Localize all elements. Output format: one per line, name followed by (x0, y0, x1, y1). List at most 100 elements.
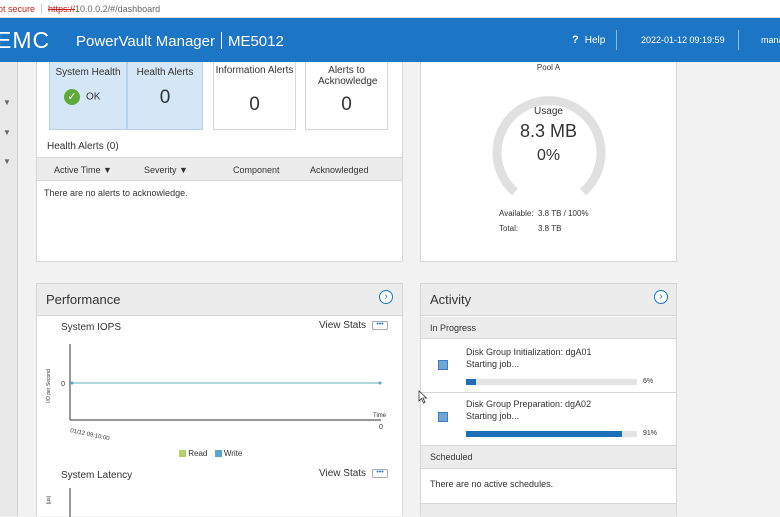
help-link[interactable]: ? Help (572, 34, 605, 46)
user-menu[interactable]: mana (761, 35, 780, 45)
column-label: Severity (144, 165, 177, 175)
health-alerts-tile[interactable]: Health Alerts 0 (127, 62, 203, 130)
pool-name: Pool A (536, 63, 561, 72)
security-warning[interactable]: ot secure (0, 3, 36, 14)
app-header: EMC PowerVault Manager ME5012 ? Help 2022-… (0, 18, 780, 62)
url-path: 10.0.0.2/#/dashboard (75, 3, 161, 14)
legend-read: Read (188, 449, 208, 458)
mouse-cursor-icon (418, 390, 428, 404)
column-severity[interactable]: Severity ▼ (144, 165, 188, 175)
health-status: ✓ OK (64, 89, 100, 105)
tile-label: Alerts to Acknowledge (318, 65, 378, 87)
usage-gauge (492, 96, 606, 196)
column-component[interactable]: Component (233, 165, 280, 175)
capacity-panel: Pool A Usage 8.3 MB 0% Available: 3.8 TB… (420, 62, 677, 262)
no-schedules-message: There are no active schedules. (430, 479, 554, 489)
job-name: Disk Group Preparation: dgA02 (466, 399, 592, 409)
alerts-table-header: Active Time ▼ Severity ▼ Component Ackno… (37, 157, 402, 181)
total-value: 3.8 TB (538, 224, 562, 233)
x-tick-end: 0 (379, 424, 383, 431)
latency-y-axis-label: (µs) (46, 495, 52, 504)
activity-header (421, 284, 676, 316)
alerts-to-acknowledge-tile[interactable]: Alerts to Acknowledge 0 (305, 62, 388, 130)
job-name: Disk Group Initialization: dgA01 (466, 347, 592, 357)
header-divider (738, 30, 739, 50)
url-scheme: https:// (48, 3, 76, 14)
chevron-down-icon[interactable]: ▼ (3, 128, 11, 137)
help-icon: ? (572, 34, 579, 46)
legend-write: Write (223, 449, 243, 458)
system-model: ME5012 (227, 33, 284, 50)
brand-logo: EMC (0, 27, 51, 53)
tile-count: 0 (341, 94, 352, 115)
chart-legend: Read Write (179, 449, 242, 458)
header-divider (616, 30, 617, 50)
usage-value: 8.3 MB (519, 121, 578, 141)
chevron-right-icon[interactable]: › (654, 290, 668, 304)
system-datetime: 2022-01-12 09:19:59 (641, 35, 725, 45)
gauge-track (492, 96, 606, 196)
legend-swatch-read (179, 450, 186, 457)
browser-address-bar[interactable]: ot secure https://10.0.0.2/#/dashboard (0, 0, 780, 18)
tile-label: Health Alerts (136, 67, 194, 78)
chevron-down-icon[interactable]: ▼ (3, 98, 11, 107)
address-divider (41, 3, 43, 14)
latency-chart: (µs) (46, 488, 71, 517)
column-active-time[interactable]: Active Time ▼ (54, 165, 112, 175)
tile-count: 0 (159, 87, 171, 108)
performance-header (37, 284, 402, 316)
view-stats-link[interactable]: View Stats ••• (319, 320, 389, 331)
scheduled-label: Scheduled (430, 452, 473, 462)
activity-footer (421, 503, 676, 517)
product-title: PowerVault Manager ME5012 (76, 32, 284, 50)
usage-label: Usage (534, 106, 563, 117)
available-value: 3.8 TB / 100% (538, 209, 589, 218)
job-progress-fill (466, 431, 622, 437)
checkmark-icon: ✓ (64, 89, 80, 105)
iops-chart: I/O per Second 0 Time 0 01/12 09:10:00 (46, 344, 387, 442)
health-alerts-title: Health Alerts (0) (47, 141, 119, 152)
job-percent: 6% (643, 378, 654, 385)
view-stats-label: View Stats (319, 468, 367, 479)
job-progress-fill (466, 379, 477, 385)
latency-view-stats-link[interactable]: View Stats ••• (319, 468, 389, 479)
job-progress-bar (466, 431, 637, 437)
performance-panel: Performance › System IOPS View Stats ••• … (36, 283, 403, 517)
information-alerts-tile[interactable]: Information Alerts 0 (213, 62, 296, 130)
y-tick-label: 0 (61, 381, 65, 388)
more-icon[interactable]: ••• (372, 320, 389, 330)
url-text[interactable]: https://10.0.0.2/#/dashboard (48, 4, 160, 14)
x-tick-start: 01/12 09:10:00 (70, 428, 111, 442)
job-percent: 91% (643, 430, 658, 437)
health-status-text: OK (86, 91, 101, 103)
latency-chart-title: System Latency (61, 470, 133, 481)
tile-label: System Health (55, 67, 121, 78)
column-acknowledged[interactable]: Acknowledged (310, 165, 369, 175)
legend-swatch-write (214, 450, 222, 457)
view-stats-label: View Stats (319, 320, 367, 331)
chevron-right-icon[interactable]: › (379, 290, 393, 304)
system-health-tile[interactable]: System Health ✓ OK (49, 62, 127, 130)
data-point (70, 381, 74, 385)
sort-down-icon: ▼ (179, 165, 188, 175)
job-icon (438, 360, 448, 370)
data-point (378, 381, 382, 385)
job-icon (438, 412, 448, 422)
x-axis-label: Time (373, 413, 387, 419)
sidebar: ▼ ▼ ▼ (0, 62, 18, 516)
column-label: Active Time (54, 165, 101, 175)
chevron-down-icon[interactable]: ▼ (3, 157, 11, 166)
activity-panel: Activity › In Progress Disk Group Initia… (420, 283, 677, 517)
no-alerts-message: There are no alerts to acknowledge. (44, 188, 188, 198)
in-progress-label: In Progress (430, 323, 477, 333)
job-progress-bar (466, 379, 637, 385)
tile-count: 0 (249, 94, 260, 115)
iops-chart-title: System IOPS (61, 322, 122, 333)
job-status: Starting job... (466, 359, 520, 369)
more-icon[interactable]: ••• (372, 468, 389, 478)
activity-title: Activity (430, 292, 472, 307)
tile-label: Information Alerts (215, 65, 294, 76)
sort-down-icon: ▼ (103, 165, 112, 175)
in-progress-header: In Progress (421, 317, 676, 339)
performance-title: Performance (46, 292, 121, 307)
